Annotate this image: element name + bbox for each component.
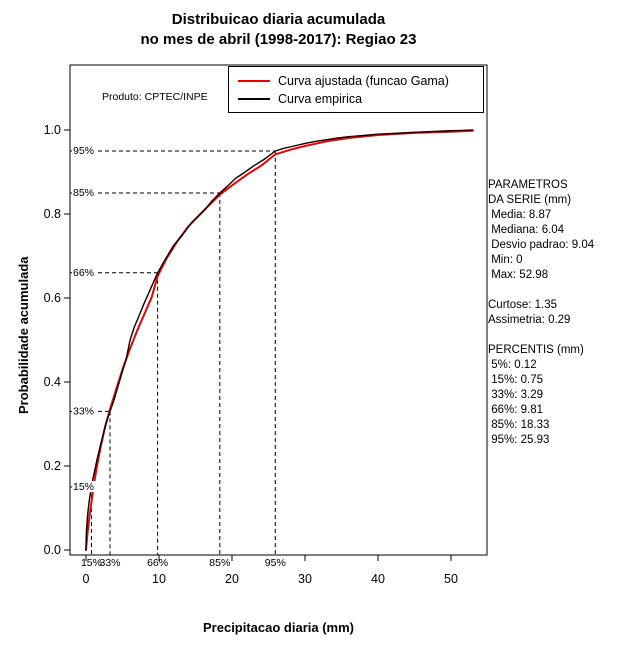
legend-box bbox=[228, 66, 484, 113]
y-tick-label: 0.4 bbox=[44, 375, 61, 389]
guide-label-bg bbox=[72, 481, 97, 492]
stats-panel: PARAMETROS DA SERIE (mm) Media: 8.87 Med… bbox=[488, 178, 594, 448]
guide-y-label-33%: 33% bbox=[73, 405, 94, 417]
stats-line: Assimetria: 0.29 bbox=[488, 314, 571, 326]
guide-x-label-33%: 33% bbox=[100, 557, 121, 569]
legend-label: Curva ajustada (funcao Gama) bbox=[278, 74, 449, 88]
stats-line: 5%: 0.12 bbox=[488, 359, 537, 371]
stats-line: Curtose: 1.35 bbox=[488, 299, 558, 311]
stats-line: 66%: 9.81 bbox=[488, 404, 543, 416]
stats-line bbox=[488, 328, 594, 343]
x-tick-label: 40 bbox=[371, 572, 385, 586]
stats-line: 33%: 3.29 bbox=[488, 389, 543, 401]
x-tick-label: 30 bbox=[298, 572, 312, 586]
stats-line bbox=[488, 283, 594, 298]
y-tick-label: 0.8 bbox=[44, 207, 61, 221]
stats-line: DA SERIE (mm) bbox=[488, 194, 572, 206]
legend-label: Curva empirica bbox=[278, 92, 362, 106]
x-tick-label: 10 bbox=[152, 572, 166, 586]
y-tick-label: 0.2 bbox=[44, 459, 61, 473]
y-tick-label: 0.6 bbox=[44, 291, 61, 305]
plot-border bbox=[69, 64, 488, 556]
guide-y-label-66%: 66% bbox=[73, 267, 94, 279]
x-axis-label: Precipitacao diaria (mm) bbox=[203, 620, 354, 635]
guide-label-bg bbox=[72, 405, 97, 417]
stats-line: Min: 0 bbox=[488, 254, 523, 266]
chart-title-line2: no mes de abril (1998-2017): Regiao 23 bbox=[140, 31, 417, 48]
stats-line: PARAMETROS bbox=[488, 179, 568, 191]
x-tick-label: 20 bbox=[225, 572, 239, 586]
x-tick-label: 50 bbox=[444, 572, 458, 586]
empirical-curve bbox=[85, 129, 474, 551]
y-tick-label: 1.0 bbox=[44, 123, 61, 137]
stats-line: PERCENTIS (mm) bbox=[488, 344, 584, 356]
stats-line: 95%: 25.93 bbox=[488, 434, 550, 446]
guide-label-bg bbox=[72, 187, 97, 198]
guide-y-label-85%: 85% bbox=[73, 187, 94, 199]
stats-line: Max: 52.98 bbox=[488, 269, 549, 281]
stats-line: 85%: 18.33 bbox=[488, 419, 550, 431]
page-title: Distribuicao diaria acumulada no mes de … bbox=[0, 10, 557, 50]
stats-line: Media: 8.87 bbox=[488, 209, 552, 221]
guide-x-label-15%: 15% bbox=[81, 557, 102, 569]
guide-y-label-95%: 95% bbox=[73, 145, 94, 157]
guide-x-label-95%: 95% bbox=[265, 557, 286, 569]
produto-annotation: Produto: CPTEC/INPE bbox=[102, 91, 208, 103]
guide-label-bg bbox=[72, 145, 97, 156]
y-axis-label: Probabilidade acumulada bbox=[16, 256, 31, 415]
stats-line: Desvio padrao: 9.04 bbox=[488, 239, 595, 251]
guide-y-label-15%: 15% bbox=[73, 481, 94, 493]
chart-title-line1: Distribuicao diaria acumulada bbox=[171, 11, 386, 28]
y-tick-label: 0.0 bbox=[44, 543, 61, 557]
guide-x-label-66%: 66% bbox=[147, 557, 168, 569]
guide-label-bg bbox=[72, 266, 97, 278]
fitted-curve bbox=[85, 129, 474, 551]
stats-line: Mediana: 6.04 bbox=[488, 224, 565, 236]
guide-x-label-85%: 85% bbox=[209, 557, 230, 569]
x-tick-label: 0 bbox=[83, 572, 90, 586]
stats-line: 15%: 0.75 bbox=[488, 374, 543, 386]
